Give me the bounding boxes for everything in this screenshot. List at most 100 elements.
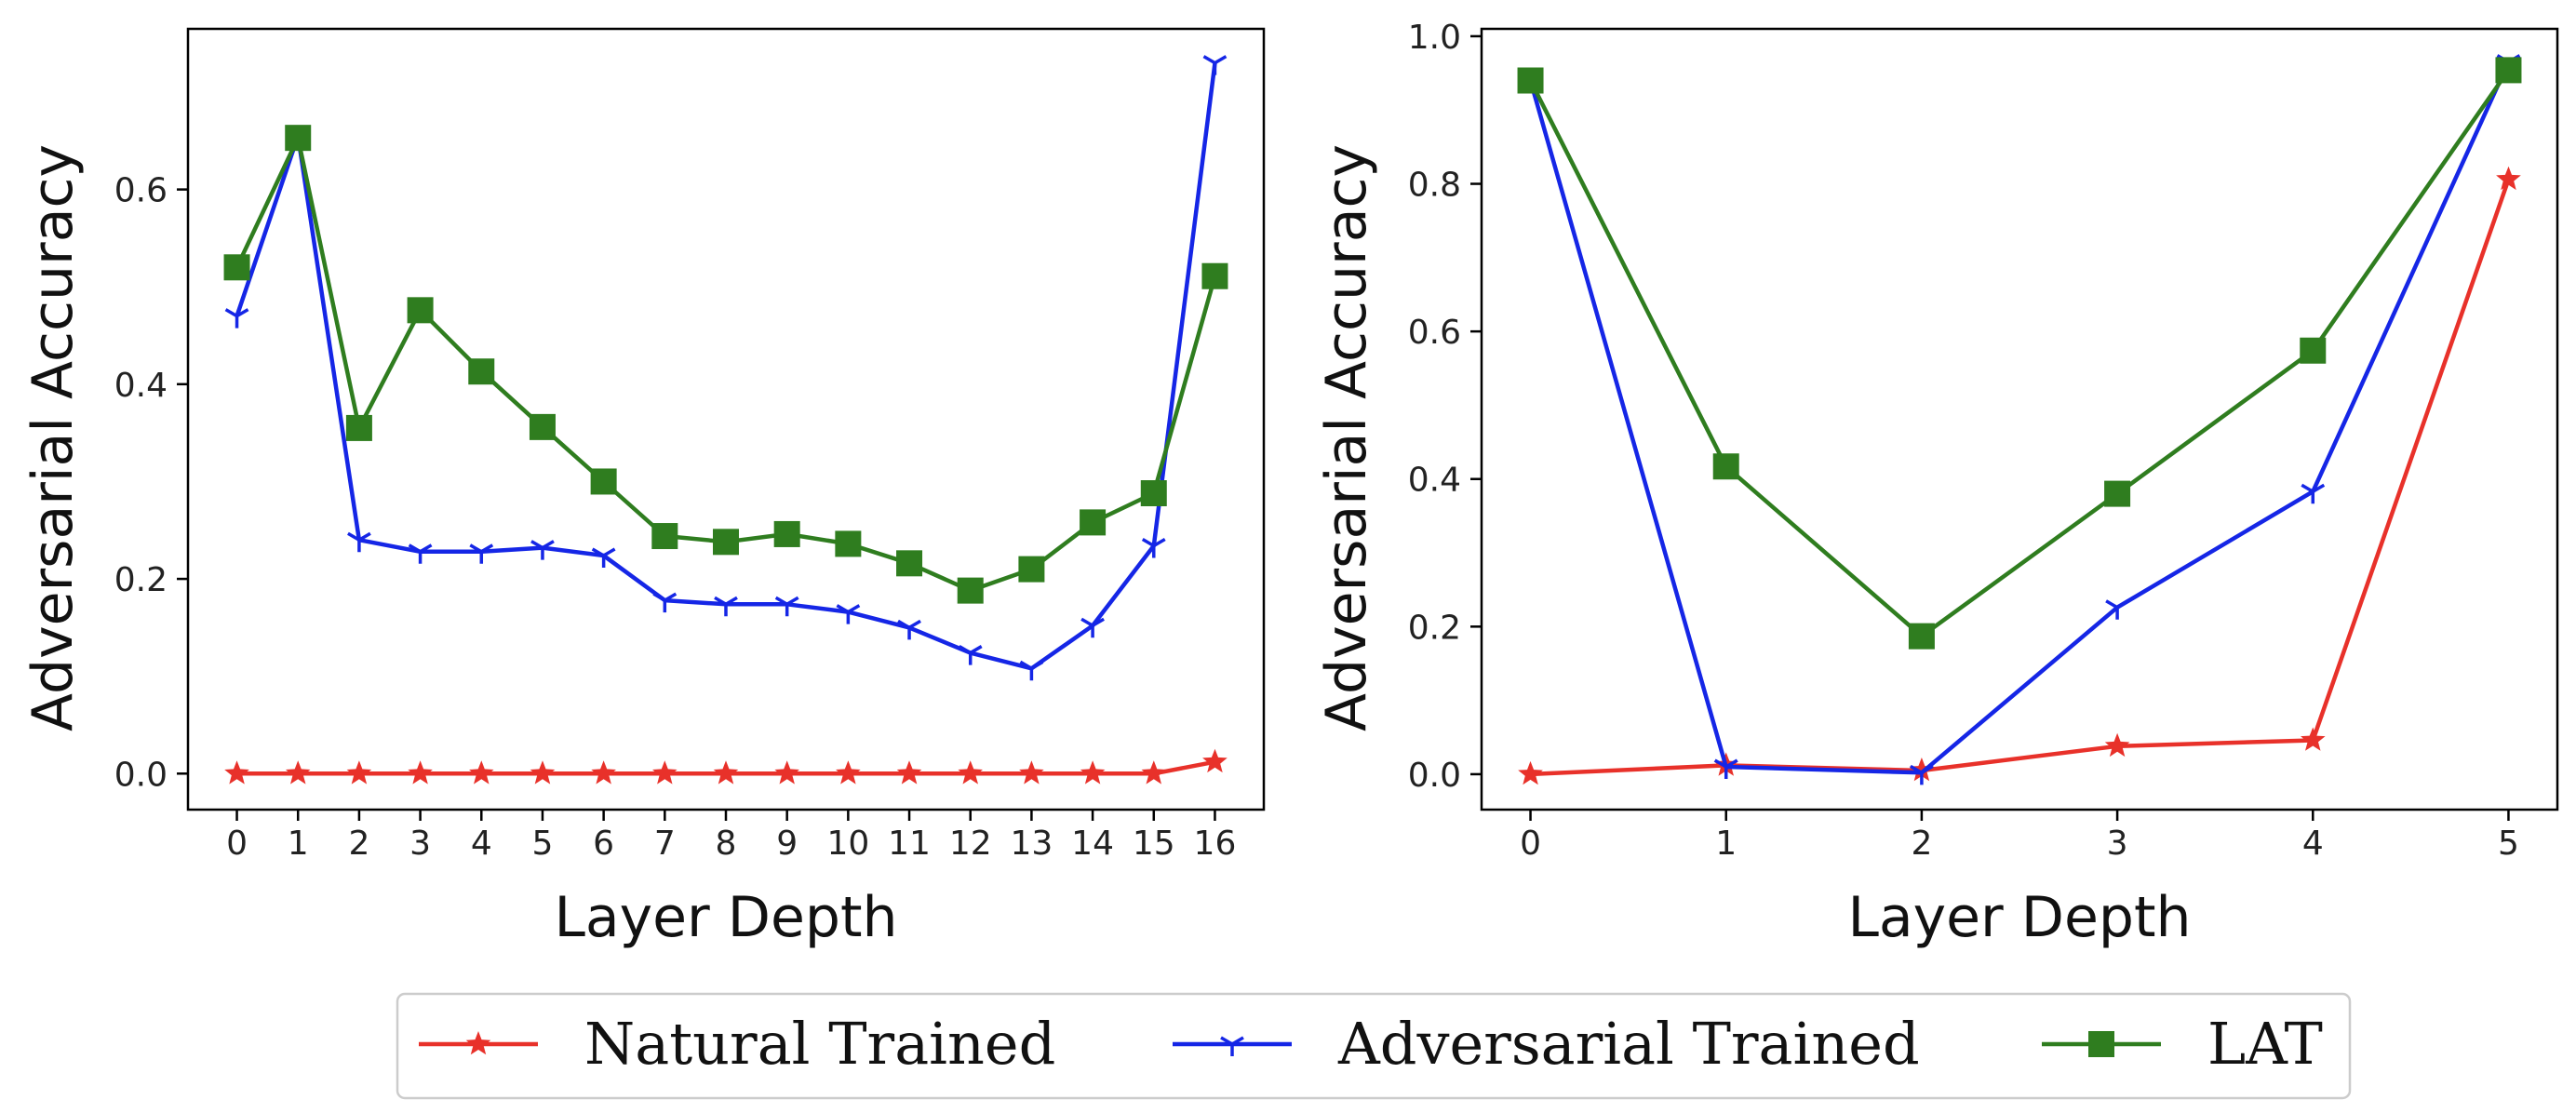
y-tick-label: 0.2: [114, 561, 168, 599]
data-point-lat: [1908, 623, 1935, 650]
data-point-natural-trained: [1202, 748, 1228, 773]
data-point-adversarial-trained: [1202, 55, 1228, 75]
x-axis-label: Layer Depth: [1847, 885, 2191, 950]
x-tick-label: 16: [1194, 825, 1237, 863]
data-point-natural-trained: [591, 760, 616, 784]
data-point-lat: [590, 468, 617, 495]
series-adversarial-trained: [1518, 54, 2521, 785]
x-tick-label: 8: [716, 825, 737, 863]
x-tick-label: 2: [348, 825, 369, 863]
data-point-natural-trained: [1141, 760, 1167, 784]
data-point-lat: [285, 125, 312, 152]
data-point-adversarial-trained: [408, 543, 433, 564]
series-line-lat: [1528, 69, 2511, 638]
legend-item-natural-trained: Natural Trained: [419, 1010, 1055, 1078]
x-tick-label: 3: [2107, 825, 2128, 863]
data-point-lat: [529, 413, 556, 440]
data-point-natural-trained: [774, 760, 799, 784]
data-point-lat: [1080, 509, 1107, 536]
data-point-adversarial-trained: [530, 540, 555, 560]
data-point-lat: [2104, 480, 2131, 507]
x-tick-label: 2: [1911, 825, 1932, 863]
data-point-adversarial-trained: [2105, 599, 2129, 620]
y-tick-label: 0.0: [114, 756, 168, 794]
y-tick-label: 0.2: [1408, 609, 1461, 647]
data-point-natural-trained: [1518, 760, 1543, 785]
data-point-adversarial-trained: [1080, 617, 1105, 638]
x-tick-label: 4: [471, 825, 492, 863]
x-tick-label: 4: [2302, 825, 2324, 863]
legend: Natural Trained Adversarial Trained LAT: [396, 992, 2352, 1100]
data-point-natural-trained: [836, 760, 861, 784]
y-tick-label: 1.0: [1408, 19, 1461, 57]
data-point-natural-trained: [408, 760, 433, 784]
legend-marker: [2088, 1031, 2114, 1057]
series-line-adversarial-trained: [235, 62, 1217, 671]
legend-box: [396, 992, 2352, 1100]
y-tick-label: 0.6: [1408, 314, 1461, 352]
data-point-lat: [407, 297, 434, 324]
data-point-lat: [1018, 556, 1045, 583]
x-axis-label: Layer Depth: [554, 885, 897, 950]
y-axis-label: Adversarial Accuracy: [20, 144, 86, 731]
series-lat: [1517, 57, 2522, 650]
x-tick-label: 9: [776, 825, 798, 863]
data-point-natural-trained: [1909, 758, 1935, 782]
left-chart: 0 1 2 3 4 5 6 7 8 9 10 11 12 13 14 15 160.00.20.40.6Laye…: [20, 27, 1266, 950]
data-point-natural-trained: [469, 760, 494, 784]
data-point-adversarial-trained: [224, 308, 249, 329]
data-point-adversarial-trained: [1141, 537, 1166, 558]
legend-marker: [1220, 1036, 1244, 1056]
x-tick-label: 15: [1133, 825, 1175, 863]
legend-item-adversarial-trained: Adversarial Trained: [1173, 1010, 1920, 1078]
data-point-lat: [1517, 67, 1544, 94]
x-tick-label: 5: [2498, 825, 2519, 863]
data-point-natural-trained: [285, 760, 311, 784]
data-point-lat: [345, 414, 372, 441]
legend-label: LAT: [2207, 1010, 2323, 1078]
series-line-natural-trained: [1530, 179, 2511, 777]
x-tick-label: 1: [1715, 825, 1737, 863]
data-point-adversarial-trained: [1713, 758, 1738, 780]
y-tick-label: 0.4: [1408, 462, 1461, 500]
data-point-natural-trained: [346, 760, 372, 784]
data-point-lat: [1140, 480, 1167, 507]
y-tick-label: 0.4: [114, 367, 168, 405]
data-point-lat: [1201, 262, 1228, 289]
data-point-lat: [896, 550, 923, 577]
y-tick-label: 0.6: [114, 172, 168, 210]
x-tick-label: 13: [1011, 825, 1053, 863]
data-point-adversarial-trained: [469, 543, 494, 564]
data-point-lat: [2300, 337, 2327, 364]
data-point-adversarial-trained: [897, 619, 921, 640]
series-line-adversarial-trained: [1528, 60, 2511, 775]
x-tick-label: 11: [888, 825, 931, 863]
data-point-lat: [468, 358, 495, 385]
data-point-natural-trained: [2104, 732, 2130, 758]
series-natural-trained: [224, 748, 1228, 784]
legend-item-lat: LAT: [2042, 1010, 2323, 1078]
x-tick-label: 0: [226, 825, 248, 863]
x-tick-label: 14: [1071, 825, 1114, 863]
data-point-natural-trained: [224, 760, 249, 784]
data-point-natural-trained: [530, 760, 556, 784]
series-lat: [223, 125, 1228, 604]
data-point-lat: [773, 520, 800, 547]
data-point-adversarial-trained: [958, 645, 983, 665]
legend-label: Adversarial Trained: [1337, 1010, 1920, 1078]
data-point-natural-trained: [2496, 166, 2521, 191]
x-tick-label: 12: [949, 825, 992, 863]
data-point-natural-trained: [958, 760, 983, 784]
y-tick-label: 0.0: [1408, 757, 1461, 795]
x-tick-label: 7: [654, 825, 676, 863]
data-point-adversarial-trained: [652, 592, 678, 613]
data-point-lat: [651, 523, 678, 550]
data-point-natural-trained: [713, 760, 739, 784]
data-point-adversarial-trained: [1019, 660, 1044, 681]
legend-label: Natural Trained: [584, 1010, 1055, 1078]
data-point-lat: [1712, 453, 1739, 480]
data-point-adversarial-trained: [1910, 764, 1934, 785]
data-point-adversarial-trained: [714, 596, 738, 617]
data-point-lat: [2495, 57, 2522, 84]
